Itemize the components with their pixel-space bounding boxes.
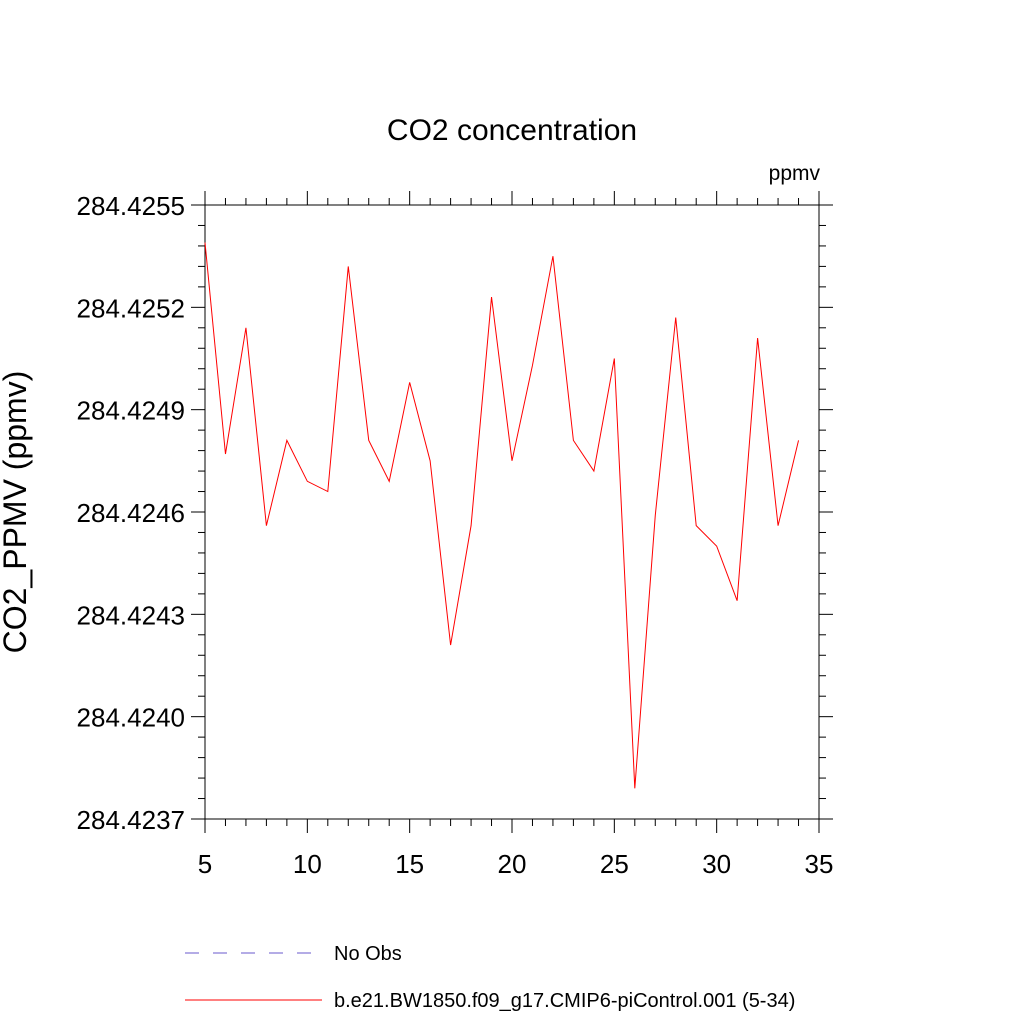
y-tick-label: 284.4246: [77, 498, 185, 528]
tick-labels: 5 10 15 20 25 30 35 284.4237 284.4240 284.4243 284…: [77, 191, 834, 879]
y-tick-label: 284.4237: [77, 805, 185, 835]
y-tick-label: 284.4252: [77, 293, 185, 323]
x-tick-label: 25: [600, 849, 629, 879]
x-tick-label: 20: [498, 849, 527, 879]
y-axis-label: CO2_PPMV (ppmv): [0, 371, 33, 654]
y-tick-label: 284.4243: [77, 600, 185, 630]
units-label: ppmv: [769, 162, 821, 185]
x-tick-label: 15: [395, 849, 424, 879]
x-tick-label: 30: [702, 849, 731, 879]
x-tick-label: 35: [805, 849, 834, 879]
series-line: [204, 242, 800, 789]
x-tick-label: 5: [198, 849, 212, 879]
axis-ticks: [191, 191, 833, 833]
legend-label: No Obs: [334, 943, 402, 965]
series-layer: [204, 242, 800, 789]
y-tick-label: 284.4240: [77, 703, 185, 733]
x-tick-label: 10: [293, 849, 322, 879]
chart-title: CO2 concentration: [387, 114, 637, 147]
legend-label: b.e21.BW1850.f09_g17.CMIP6-piControl.001…: [334, 990, 795, 1012]
plot-frame: [204, 204, 820, 820]
legend: No Obs b.e21.BW1850.f09_g17.CMIP6-piContr…: [185, 943, 795, 1012]
y-tick-label: 284.4255: [77, 191, 185, 221]
y-tick-label: 284.4249: [77, 396, 185, 426]
